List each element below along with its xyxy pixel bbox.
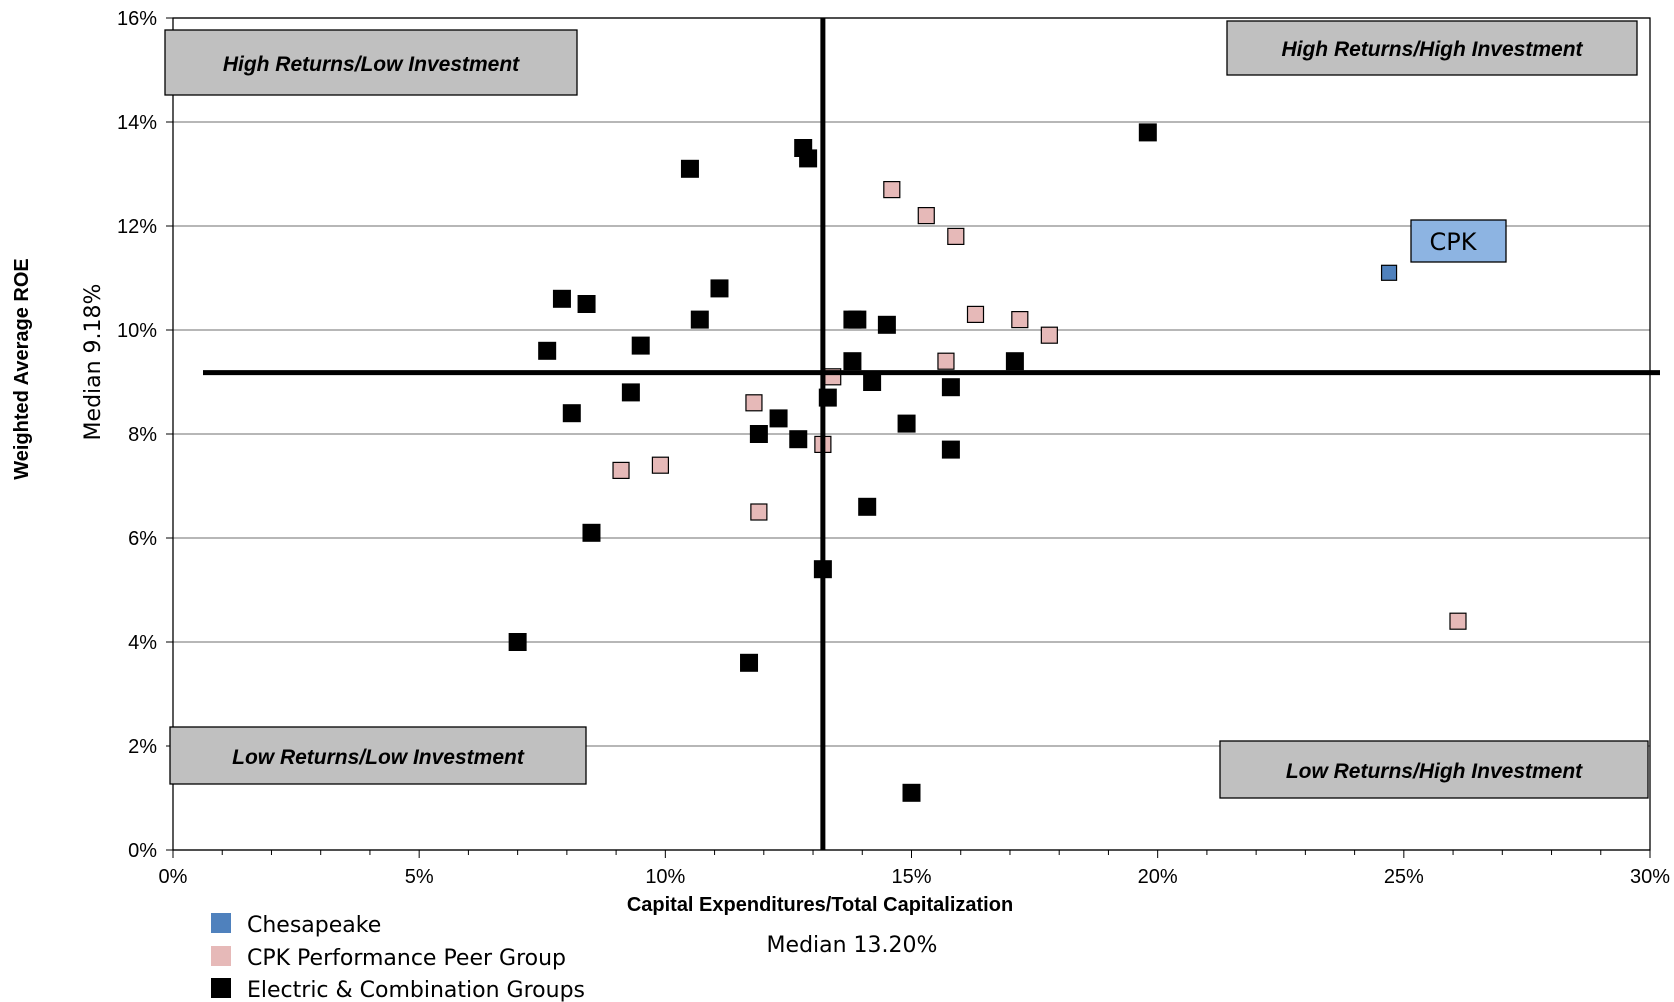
legend-label: CPK Performance Peer Group bbox=[247, 946, 566, 971]
y-tick-label: 8% bbox=[128, 424, 157, 446]
quadrant-label: High Returns/Low Investment bbox=[223, 53, 520, 76]
x-tick-label: 10% bbox=[645, 866, 685, 888]
legend-item-electric-combination: Electric & Combination Groups bbox=[211, 978, 585, 1002]
legend-item-peer-group: CPK Performance Peer Group bbox=[211, 946, 566, 971]
data-point bbox=[937, 352, 955, 370]
x-median-label: Median 13.20% bbox=[767, 933, 938, 958]
legend-label: Chesapeake bbox=[247, 913, 381, 938]
data-point bbox=[552, 289, 571, 308]
data-point bbox=[621, 383, 640, 402]
data-point bbox=[750, 503, 768, 521]
data-point bbox=[1449, 612, 1467, 630]
y-axis-title: Weighted Average ROE bbox=[11, 258, 33, 480]
data-point bbox=[843, 352, 862, 371]
data-point bbox=[1138, 123, 1157, 142]
x-tick-label: 30% bbox=[1630, 866, 1670, 888]
data-point bbox=[947, 227, 965, 245]
data-point bbox=[877, 315, 896, 334]
data-point bbox=[538, 341, 557, 360]
y-tick-label: 10% bbox=[117, 320, 157, 342]
y-axis-ticks: 0% 2% 4% 6% 8% 10% 12% 14% 16% bbox=[117, 8, 173, 862]
x-tick-label: 15% bbox=[891, 866, 931, 888]
median-lines bbox=[203, 18, 1660, 850]
data-point bbox=[917, 207, 935, 225]
data-point bbox=[1380, 264, 1398, 281]
data-point bbox=[749, 425, 768, 443]
cpk-callout: CPK bbox=[1410, 219, 1507, 263]
series-0 bbox=[1380, 264, 1398, 281]
data-point bbox=[902, 783, 921, 802]
data-point bbox=[858, 497, 877, 516]
data-point bbox=[1040, 326, 1058, 344]
y-tick-label: 12% bbox=[117, 216, 157, 238]
x-tick-label: 25% bbox=[1384, 866, 1424, 888]
data-point bbox=[582, 523, 601, 542]
data-point bbox=[651, 456, 670, 474]
quadrant-box bbox=[1219, 740, 1649, 799]
callout-label: CPK bbox=[1430, 228, 1478, 256]
callout-box bbox=[1410, 219, 1507, 263]
quadrant-bottom-left: Low Returns/Low Investment bbox=[169, 726, 587, 785]
y-median-label: Median 9.18% bbox=[81, 284, 106, 441]
y-tick-label: 4% bbox=[128, 632, 157, 654]
y-tick-label: 14% bbox=[117, 112, 157, 134]
data-point bbox=[789, 430, 808, 449]
data-point bbox=[710, 279, 729, 298]
legend-swatch bbox=[211, 913, 231, 933]
series-2 bbox=[508, 123, 1157, 802]
legend-swatch bbox=[211, 946, 231, 966]
data-point bbox=[941, 378, 960, 397]
data-point bbox=[1011, 311, 1029, 329]
data-point bbox=[740, 653, 759, 672]
x-tick-label: 0% bbox=[159, 866, 188, 888]
y-tick-label: 6% bbox=[128, 528, 157, 550]
legend-swatch bbox=[211, 978, 231, 998]
quadrant-label: High Returns/High Investment bbox=[1281, 38, 1583, 61]
x-axis-ticks: 0% 5% 10% 15% 20% 25% 30% bbox=[159, 850, 1670, 888]
x-tick-label: 20% bbox=[1138, 866, 1178, 888]
data-point bbox=[562, 404, 581, 423]
x-tick-label: 5% bbox=[405, 866, 434, 888]
data-point bbox=[680, 159, 699, 178]
quadrant-label: Low Returns/Low Investment bbox=[232, 746, 525, 769]
data-point bbox=[941, 440, 960, 459]
quadrant-box bbox=[1226, 20, 1638, 76]
y-tick-label: 0% bbox=[128, 840, 157, 862]
data-point bbox=[508, 633, 527, 651]
data-point bbox=[690, 310, 709, 329]
y-tick-label: 16% bbox=[117, 8, 157, 30]
data-point bbox=[612, 461, 630, 479]
data-point bbox=[897, 414, 916, 433]
legend: Chesapeake CPK Performance Peer Group El… bbox=[211, 913, 585, 1002]
legend-item-chesapeake: Chesapeake bbox=[211, 913, 381, 938]
quadrant-box bbox=[164, 29, 578, 96]
quadrant-bottom-right: Low Returns/High Investment bbox=[1219, 740, 1649, 799]
quadrant-top-left: High Returns/Low Investment bbox=[164, 29, 578, 96]
legend-label: Electric & Combination Groups bbox=[247, 978, 585, 1002]
data-point bbox=[799, 149, 818, 168]
quadrant-top-right: High Returns/High Investment bbox=[1226, 20, 1638, 76]
data-point bbox=[1005, 352, 1024, 371]
y-tick-label: 2% bbox=[128, 736, 157, 758]
data-point bbox=[966, 305, 985, 323]
data-point bbox=[848, 310, 867, 329]
data-point bbox=[631, 336, 650, 355]
quadrant-box bbox=[169, 726, 587, 785]
data-point bbox=[577, 295, 596, 313]
data-point bbox=[883, 181, 901, 199]
data-point bbox=[863, 373, 882, 391]
x-axis-title: Capital Expenditures/Total Capitalizatio… bbox=[627, 894, 1013, 916]
quadrant-label: Low Returns/High Investment bbox=[1286, 760, 1583, 783]
data-point bbox=[769, 409, 788, 428]
data-point bbox=[745, 394, 763, 412]
